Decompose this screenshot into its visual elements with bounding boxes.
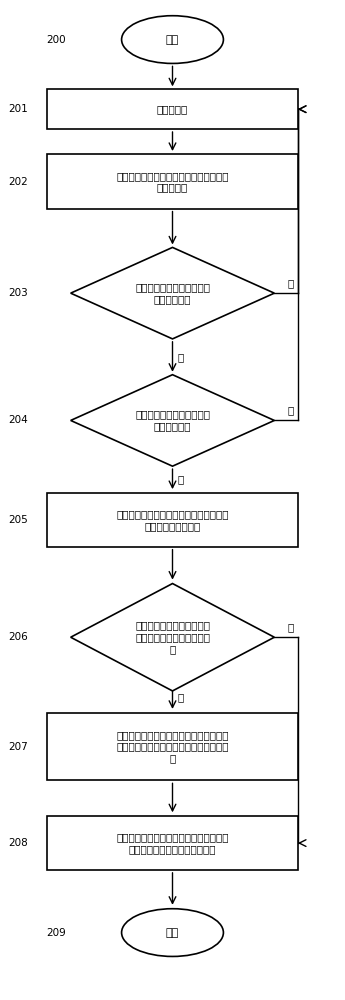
- Ellipse shape: [121, 16, 224, 63]
- Text: 202: 202: [9, 177, 28, 187]
- Text: 否: 否: [287, 278, 294, 288]
- Text: 获取车架振动加速度的时域信号和车辆速
度参数信息: 获取车架振动加速度的时域信号和车辆速 度参数信息: [116, 171, 229, 193]
- Text: 判断所述时域信号是否存在
第二显著峰值: 判断所述时域信号是否存在 第二显著峰值: [135, 410, 210, 431]
- FancyBboxPatch shape: [47, 713, 298, 780]
- Text: 205: 205: [9, 515, 28, 525]
- Text: 201: 201: [9, 104, 28, 114]
- Polygon shape: [71, 584, 274, 691]
- Text: 否: 否: [287, 622, 294, 632]
- Polygon shape: [71, 247, 274, 339]
- Text: 208: 208: [9, 838, 28, 848]
- Text: 否: 否: [178, 474, 184, 484]
- Text: 204: 204: [9, 415, 28, 425]
- Text: 开始: 开始: [166, 35, 179, 45]
- Text: 判断所述第一显著峰值的频
率与所述主谐次频率是否重
合: 判断所述第一显著峰值的频 率与所述主谐次频率是否重 合: [135, 621, 210, 654]
- Text: 207: 207: [9, 742, 28, 752]
- Text: 206: 206: [9, 632, 28, 642]
- FancyBboxPatch shape: [47, 89, 298, 129]
- Text: 判断所述频域信号是否存在
第一显著峰值: 判断所述频域信号是否存在 第一显著峰值: [135, 282, 210, 304]
- Ellipse shape: [121, 909, 224, 956]
- FancyBboxPatch shape: [47, 493, 298, 547]
- Text: 系统初始化: 系统初始化: [157, 104, 188, 114]
- Text: 获取车辆发动机的转速信号，计算所述转
速信号的主谐次频率: 获取车辆发动机的转速信号，计算所述转 速信号的主谐次频率: [116, 509, 229, 531]
- Text: 203: 203: [9, 288, 28, 298]
- Text: 209: 209: [46, 928, 66, 938]
- Text: 结束: 结束: [166, 928, 179, 938]
- Text: 确定车辆出现共振现象，向驾驶员发出警
报提示。提示驾驶员加速或减速: 确定车辆出现共振现象，向驾驶员发出警 报提示。提示驾驶员加速或减速: [116, 832, 229, 854]
- Text: 200: 200: [46, 35, 66, 45]
- Polygon shape: [71, 375, 274, 466]
- Text: 是: 是: [178, 692, 184, 702]
- Text: 是: 是: [287, 406, 294, 416]
- FancyBboxPatch shape: [47, 154, 298, 209]
- Text: 将所述频域信号、第一显著峰值、转速信
号和车辆速度参数信息存储在车辆存储器
中: 将所述频域信号、第一显著峰值、转速信 号和车辆速度参数信息存储在车辆存储器 中: [116, 730, 229, 763]
- Text: 是: 是: [178, 352, 184, 362]
- FancyBboxPatch shape: [47, 816, 298, 870]
